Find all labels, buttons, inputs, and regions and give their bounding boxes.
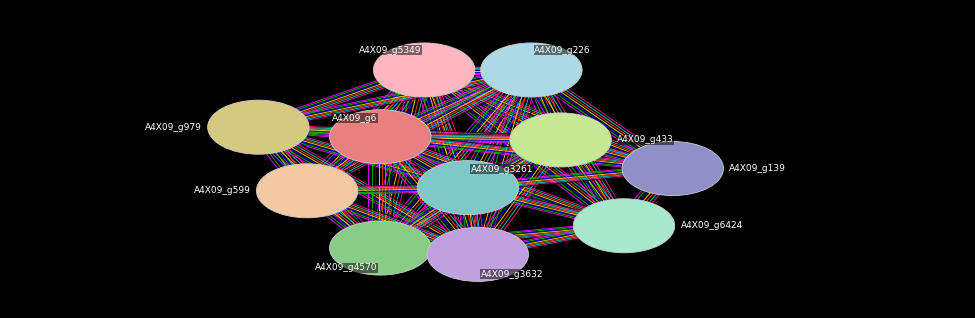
Ellipse shape (622, 142, 723, 196)
Ellipse shape (330, 110, 431, 164)
Ellipse shape (510, 113, 611, 167)
Text: A4X09_g5349: A4X09_g5349 (359, 46, 421, 55)
Ellipse shape (427, 227, 528, 281)
Ellipse shape (573, 199, 675, 253)
Text: A4X09_g6424: A4X09_g6424 (681, 221, 743, 230)
Text: A4X09_g226: A4X09_g226 (534, 46, 591, 55)
Text: A4X09_g4570: A4X09_g4570 (315, 263, 377, 272)
Ellipse shape (330, 221, 431, 275)
Text: A4X09_g139: A4X09_g139 (729, 164, 786, 173)
Ellipse shape (373, 43, 475, 97)
Ellipse shape (481, 43, 582, 97)
Ellipse shape (417, 161, 519, 215)
Text: A4X09_g979: A4X09_g979 (145, 123, 202, 132)
Text: A4X09_g599: A4X09_g599 (194, 186, 251, 195)
Ellipse shape (208, 100, 309, 154)
Text: A4X09_g3632: A4X09_g3632 (481, 270, 543, 279)
Ellipse shape (256, 164, 358, 218)
Text: A4X09_g3261: A4X09_g3261 (471, 165, 533, 174)
Text: A4X09_g433: A4X09_g433 (617, 135, 674, 144)
Text: A4X09_g6: A4X09_g6 (332, 114, 377, 123)
